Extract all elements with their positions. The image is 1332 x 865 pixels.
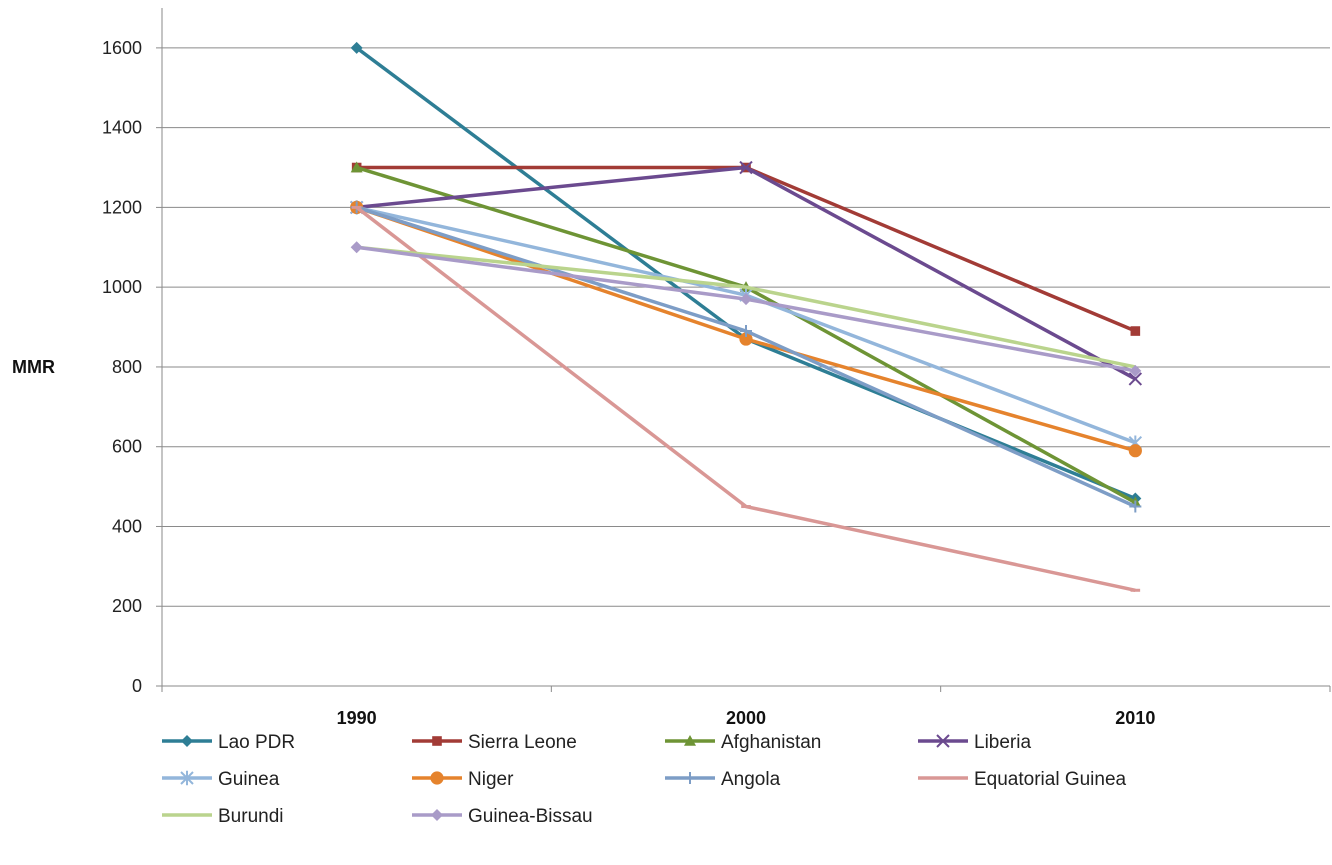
legend-label: Equatorial Guinea (974, 769, 1127, 790)
legend-label: Angola (721, 769, 781, 790)
data-point: Niger 2000: 870 (739, 332, 753, 346)
series-line (356, 245, 1136, 373)
y-tick-label: 200 (112, 596, 142, 616)
data-point: Guinea-Bissau 1990: 1100 (350, 241, 363, 254)
series-guinea-bissau: Guinea-Bissau 1990: 1100 Guinea-Bissau 20… (350, 241, 1142, 377)
y-tick-label: 800 (112, 357, 142, 377)
data-point: Liberia 2010: 770 (1128, 372, 1143, 386)
x-tick-label: 2000 (726, 708, 766, 728)
legend-marker (684, 735, 696, 746)
x-tick-label: 1990 (337, 708, 377, 728)
legend-item-sierra-leone: Sierra Leone (412, 732, 577, 753)
legend-label: Guinea (218, 769, 280, 790)
data-point: Afghanistan 1990: 1300 (350, 161, 363, 173)
series-sierra-leone: Sierra Leone 1990: 1300Sierra Leone 2000… (351, 162, 1141, 336)
data-point: Guinea-Bissau 2000: 970 (740, 293, 752, 306)
data-point: Liberia 2000: 1300 (739, 160, 753, 175)
legend-label: Guinea-Bissau (468, 806, 593, 827)
legend-item-liberia: Liberia (918, 732, 1031, 753)
y-tick-label: 400 (112, 516, 142, 536)
legend-item-angola: Angola (665, 769, 781, 790)
series-line (356, 165, 1137, 333)
legend-marker (684, 772, 696, 784)
y-axis-ticks: 0 200 400 600 800 1000 1200 1400 1600 (102, 38, 162, 696)
legend-marker (431, 809, 443, 821)
series-angola: Angola 1990: 1200Angola 2000: 890Angola … (350, 201, 1142, 513)
y-tick-label: 0 (132, 676, 142, 696)
legend-item-lao-pdr: Lao PDR (162, 732, 295, 753)
data-point: Angola 2000: 890 (740, 325, 752, 338)
series-line (355, 46, 1136, 501)
legend-item-niger: Niger (412, 769, 514, 790)
series-layer: Lao PDR 1990: 1600Lao PDR 2000: 870Lao P… (349, 41, 1143, 592)
legend-label: Afghanistan (721, 732, 821, 753)
y-tick-label: 1400 (102, 118, 142, 138)
legend-marker (180, 770, 194, 786)
data-point: Lao PDR 1990: 1600 (350, 41, 363, 54)
legend-item-guinea-bissau: Guinea-Bissau (412, 806, 593, 827)
legend-label: Lao PDR (218, 732, 295, 753)
series-lao-pdr: Lao PDR 1990: 1600Lao PDR 2000: 870Lao P… (350, 41, 1142, 505)
data-point: Guinea-Bissau 2010: 790 (1129, 364, 1142, 377)
legend-marker (936, 734, 950, 748)
series-line (356, 165, 1137, 381)
y-tick-label: 1200 (102, 197, 142, 217)
legend-label: Burundi (218, 806, 284, 827)
data-point: Angola 2010: 450 (1129, 500, 1142, 513)
legend-label: Liberia (974, 732, 1031, 753)
legend-item-equatorial-guinea: Equatorial Guinea (918, 769, 1127, 790)
data-point: Niger 2010: 590 (1128, 444, 1142, 458)
series-line (356, 205, 1137, 509)
legend-marker (181, 735, 193, 747)
y-axis-title: MMR (12, 357, 55, 377)
legend-item-burundi: Burundi (162, 806, 284, 827)
y-tick-label: 1600 (102, 38, 142, 58)
series-line (356, 245, 1136, 369)
series-burundi (356, 245, 1136, 369)
y-tick-label: 1000 (102, 277, 142, 297)
legend-marker (430, 771, 444, 785)
legend-label: Sierra Leone (468, 732, 577, 753)
series-equatorial-guinea: Equatorial Guinea 1990: 1200Equatorial G… (351, 205, 1141, 592)
y-tick-label: 600 (112, 437, 142, 457)
legend: Lao PDR Sierra Leone Afghanistan Liberia Gui… (162, 732, 1127, 827)
x-axis-ticks: 1990 2000 2010 (161, 686, 1331, 728)
x-tick-label: 2010 (1115, 708, 1155, 728)
legend-label: Niger (468, 769, 514, 790)
legend-marker (432, 736, 442, 746)
data-point: Sierra Leone 2010: 890 (1130, 326, 1141, 336)
legend-item-guinea: Guinea (162, 769, 280, 790)
legend-item-afghanistan: Afghanistan (665, 732, 821, 753)
